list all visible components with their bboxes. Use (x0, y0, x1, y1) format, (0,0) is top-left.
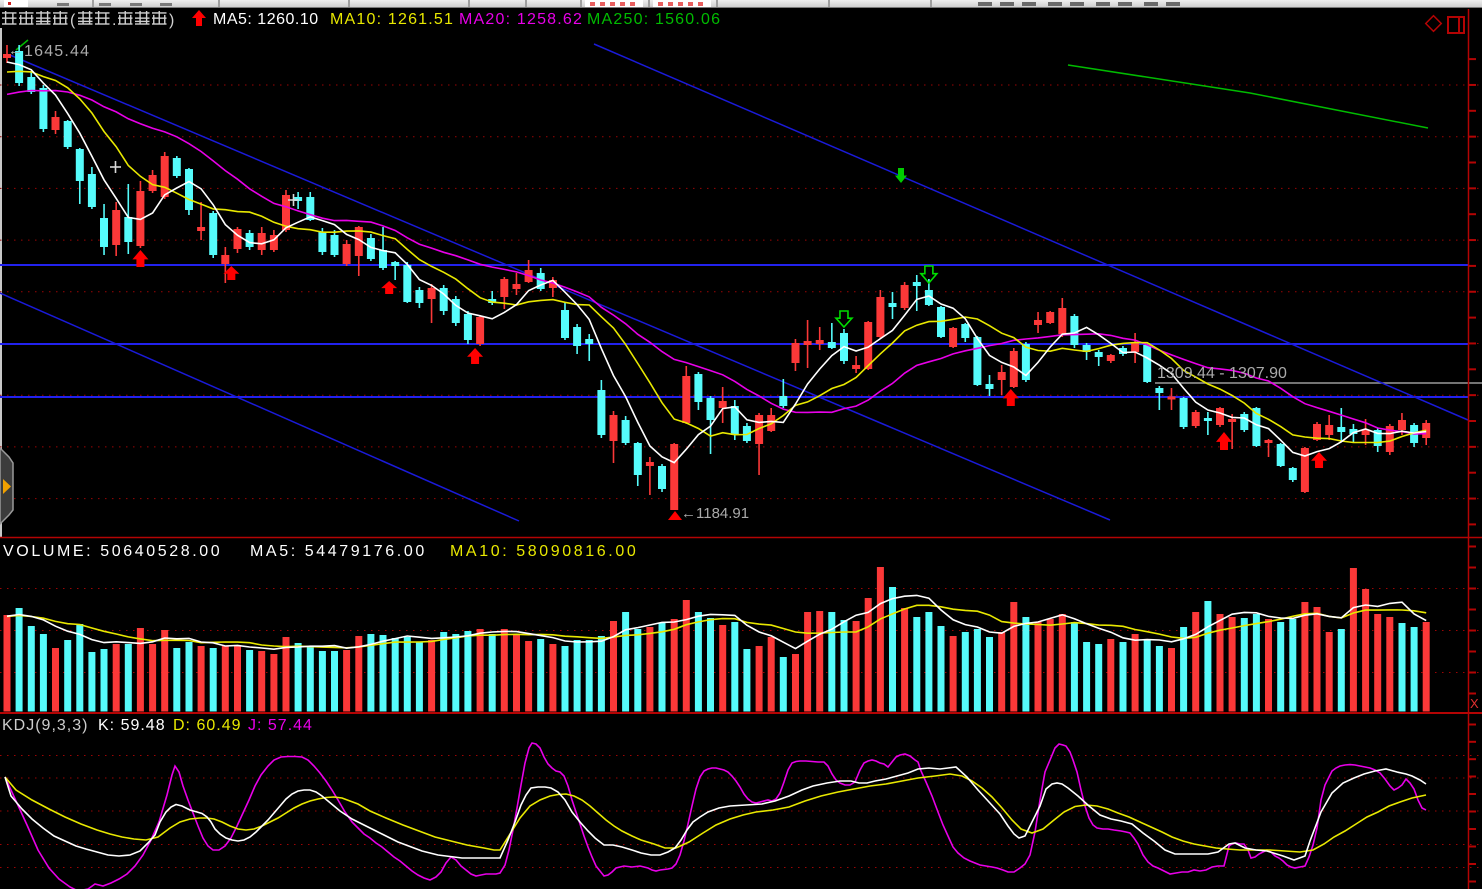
svg-text:D: 60.49: D: 60.49 (173, 717, 241, 734)
svg-text:MA10: 1261.51: MA10: 1261.51 (330, 11, 454, 28)
svg-text:MA250: 1560.06: MA250: 1560.06 (587, 11, 721, 28)
svg-text:MA20: 1258.62: MA20: 1258.62 (459, 11, 583, 28)
svg-text:KDJ(9,3,3): KDJ(9,3,3) (2, 717, 88, 734)
svg-text:1645.44: 1645.44 (24, 43, 90, 60)
svg-text:(: ( (70, 12, 76, 29)
svg-text:MA5: 1260.10: MA5: 1260.10 (213, 11, 319, 28)
svg-text:X: X (1470, 696, 1479, 711)
svg-text:1309.44 - 1307.90: 1309.44 - 1307.90 (1157, 365, 1287, 382)
svg-text:←1184.91: ←1184.91 (681, 505, 749, 522)
svg-text:.: . (112, 12, 116, 29)
svg-text:MA10: 58090816.00: MA10: 58090816.00 (450, 543, 638, 560)
svg-text:J: 57.44: J: 57.44 (248, 717, 313, 734)
svg-text:MA5: 54479176.00: MA5: 54479176.00 (250, 543, 427, 560)
svg-text:VOLUME: 50640528.00: VOLUME: 50640528.00 (3, 543, 222, 560)
svg-text:←: ← (8, 42, 23, 59)
svg-text:K: 59.48: K: 59.48 (98, 717, 166, 734)
svg-text:): ) (169, 12, 174, 29)
